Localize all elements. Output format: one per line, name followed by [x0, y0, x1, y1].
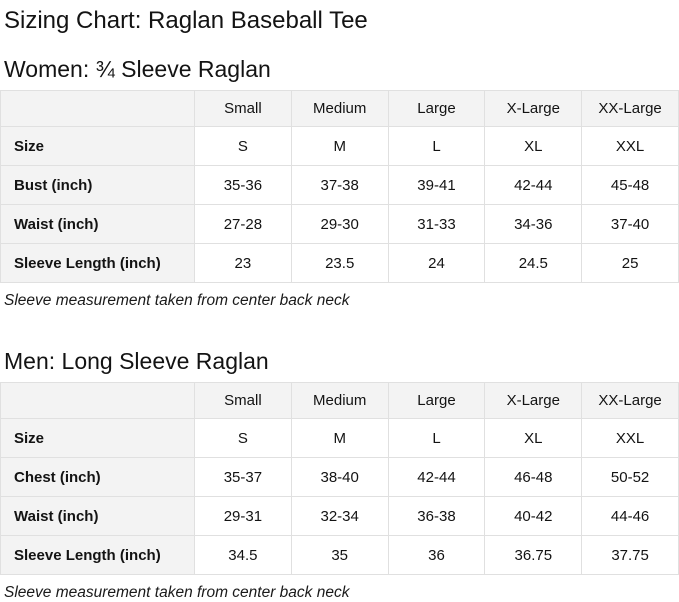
cell: 35-37 [194, 457, 292, 497]
table-row-size: Size S M L XL XXL [0, 418, 679, 458]
table-row-sleeve-length: Sleeve Length (inch) 23 23.5 24 24.5 25 [0, 243, 679, 283]
table-header-row: Small Medium Large X-Large XX-Large [0, 382, 679, 419]
cell: 24.5 [484, 243, 583, 283]
cell: XL [484, 418, 583, 458]
cell: 38-40 [290, 457, 389, 497]
cell: 35-36 [194, 165, 292, 205]
col-header-xx-large: XX-Large [581, 90, 679, 127]
women-sleeve-footnote: Sleeve measurement taken from center bac… [4, 292, 350, 309]
cell: 27-28 [194, 204, 292, 244]
cell: 37-40 [581, 204, 679, 244]
cell: M [290, 126, 389, 166]
women-size-table: Small Medium Large X-Large XX-Large Size… [0, 90, 679, 283]
section-heading-women: Women: ¾ Sleeve Raglan [4, 56, 271, 82]
col-header-medium: Medium [290, 382, 389, 419]
cell: 34.5 [194, 535, 292, 575]
table-row-chest: Chest (inch) 35-37 38-40 42-44 46-48 50-… [0, 457, 679, 497]
col-header-blank [0, 382, 195, 419]
cell: 50-52 [581, 457, 679, 497]
row-label: Sleeve Length (inch) [0, 243, 195, 283]
cell: 36-38 [387, 496, 486, 536]
table-row-waist: Waist (inch) 27-28 29-30 31-33 34-36 37-… [0, 204, 679, 244]
cell: M [290, 418, 389, 458]
cell: 31-33 [387, 204, 486, 244]
table-row-bust: Bust (inch) 35-36 37-38 39-41 42-44 45-4… [0, 165, 679, 205]
row-label: Size [0, 126, 195, 166]
row-label: Waist (inch) [0, 204, 195, 244]
table-row-sleeve-length: Sleeve Length (inch) 34.5 35 36 36.75 37… [0, 535, 679, 575]
cell: 46-48 [484, 457, 583, 497]
cell: XXL [581, 418, 679, 458]
col-header-large: Large [387, 90, 486, 127]
cell: 29-30 [290, 204, 389, 244]
cell: S [194, 418, 292, 458]
men-table-header: Small Medium Large X-Large XX-Large [0, 382, 679, 419]
col-header-small: Small [194, 382, 292, 419]
row-label: Waist (inch) [0, 496, 195, 536]
cell: 35 [290, 535, 389, 575]
cell: 37-38 [290, 165, 389, 205]
col-header-blank [0, 90, 195, 127]
cell: S [194, 126, 292, 166]
cell: 36.75 [484, 535, 583, 575]
cell: 37.75 [581, 535, 679, 575]
col-header-xx-large: XX-Large [581, 382, 679, 419]
cell: 44-46 [581, 496, 679, 536]
cell: 25 [581, 243, 679, 283]
cell: 32-34 [290, 496, 389, 536]
cell: L [387, 418, 486, 458]
table-row-waist: Waist (inch) 29-31 32-34 36-38 40-42 44-… [0, 496, 679, 536]
men-size-table: Small Medium Large X-Large XX-Large Size… [0, 382, 679, 575]
women-table-header: Small Medium Large X-Large XX-Large [0, 90, 679, 127]
col-header-x-large: X-Large [484, 382, 583, 419]
cell: L [387, 126, 486, 166]
col-header-large: Large [387, 382, 486, 419]
men-sleeve-footnote: Sleeve measurement taken from center bac… [4, 584, 350, 601]
cell: 45-48 [581, 165, 679, 205]
table-header-row: Small Medium Large X-Large XX-Large [0, 90, 679, 127]
cell: 24 [387, 243, 486, 283]
cell: 42-44 [387, 457, 486, 497]
cell: 34-36 [484, 204, 583, 244]
col-header-medium: Medium [290, 90, 389, 127]
page-title: Sizing Chart: Raglan Baseball Tee [4, 7, 368, 34]
cell: XL [484, 126, 583, 166]
section-heading-men: Men: Long Sleeve Raglan [4, 348, 269, 374]
cell: 29-31 [194, 496, 292, 536]
cell: XXL [581, 126, 679, 166]
cell: 23.5 [290, 243, 389, 283]
col-header-small: Small [194, 90, 292, 127]
row-label: Chest (inch) [0, 457, 195, 497]
row-label: Sleeve Length (inch) [0, 535, 195, 575]
cell: 42-44 [484, 165, 583, 205]
row-label: Bust (inch) [0, 165, 195, 205]
cell: 36 [387, 535, 486, 575]
cell: 39-41 [387, 165, 486, 205]
col-header-x-large: X-Large [484, 90, 583, 127]
cell: 40-42 [484, 496, 583, 536]
table-row-size: Size S M L XL XXL [0, 126, 679, 166]
row-label: Size [0, 418, 195, 458]
cell: 23 [194, 243, 292, 283]
